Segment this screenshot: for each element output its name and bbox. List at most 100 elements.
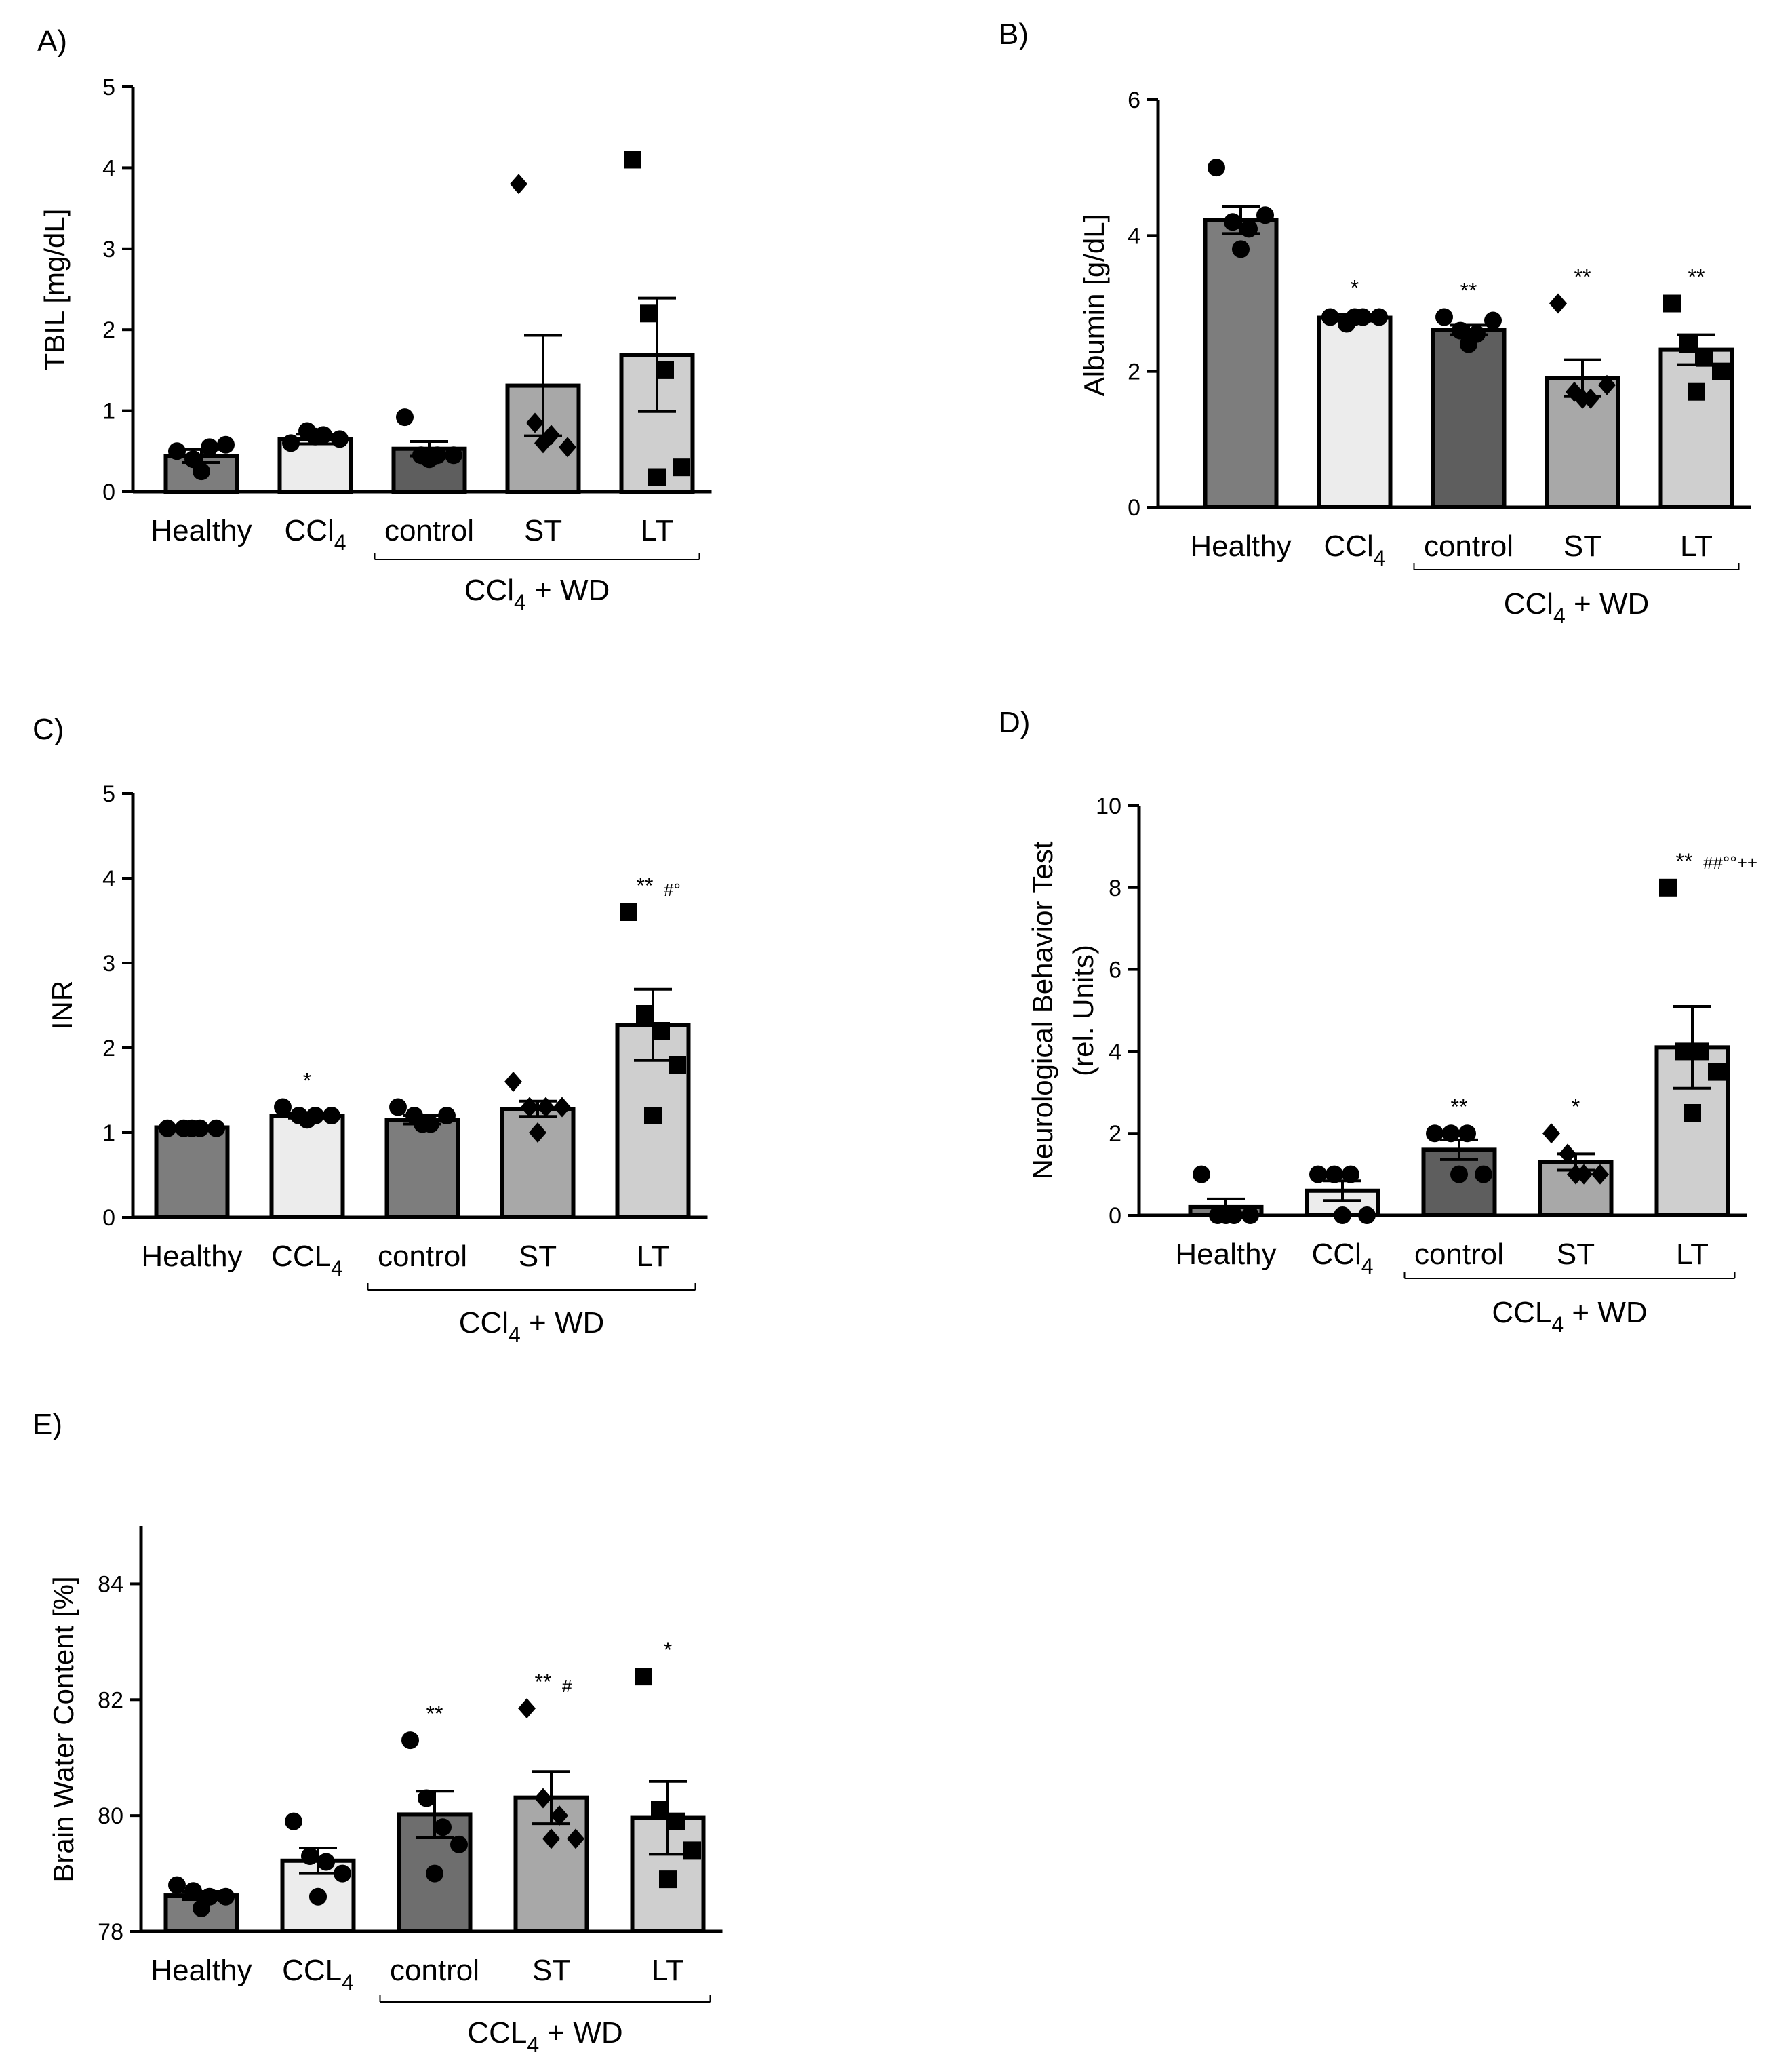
- data-point: [168, 442, 186, 460]
- data-point: [450, 1835, 468, 1853]
- data-point: [285, 1812, 302, 1830]
- y-tick-label: 4: [1128, 223, 1140, 249]
- y-tick-label: 2: [1109, 1121, 1121, 1147]
- panel-b: B) 0 2 4 6 Albumin [g/dL] Healthy * CCl4 ** contro…: [999, 18, 1751, 628]
- category-label: LT: [1676, 1238, 1709, 1271]
- category-label: Healthy: [141, 1240, 242, 1273]
- y-axis-label: TBIL [mg/dL]: [39, 209, 71, 371]
- significance-marker: **: [1676, 849, 1693, 873]
- data-point: [559, 437, 576, 458]
- category-label: ST: [1557, 1238, 1595, 1271]
- data-point: [553, 1097, 571, 1118]
- y-tick-label: 5: [102, 75, 115, 100]
- category-label: ST: [524, 514, 562, 547]
- y-tick-label: 5: [102, 781, 115, 807]
- data-point: [1591, 1164, 1609, 1185]
- category-label: Healthy: [1175, 1238, 1276, 1271]
- panel-e: E) 78 80 82 84 Brain Water Content [%] Healthy…: [33, 1408, 723, 2057]
- category-label: LT: [637, 1240, 669, 1273]
- y-tick-label: 2: [1128, 359, 1140, 385]
- data-point: [1256, 206, 1274, 224]
- y-tick-label: 2: [102, 317, 115, 343]
- data-point: [1193, 1165, 1210, 1183]
- group-label: CCl4 + WD: [464, 574, 610, 614]
- data-point: [331, 430, 349, 448]
- category-label: LT: [641, 514, 673, 547]
- data-point: [1679, 335, 1697, 353]
- bar: [1431, 328, 1507, 509]
- data-point: [1442, 1124, 1460, 1143]
- data-point: [418, 1789, 435, 1807]
- data-point: [317, 1853, 335, 1871]
- data-point: [159, 1119, 176, 1137]
- data-point: [282, 434, 300, 452]
- category-label: control: [1414, 1238, 1504, 1271]
- data-point: [217, 435, 235, 454]
- data-point: [620, 903, 637, 921]
- category-label: control: [378, 1240, 467, 1273]
- data-point: [1208, 159, 1225, 177]
- data-point: [1712, 362, 1730, 380]
- panel-a: A) 0 1 2 3 4 5 TBIL [mg/dL] Healthy CCl4 control ST…: [37, 24, 712, 614]
- data-point: [534, 1788, 552, 1809]
- data-point: [309, 1887, 327, 1906]
- panel-label: C): [33, 713, 64, 746]
- y-tick-label: 78: [98, 1919, 123, 1945]
- data-point: [1334, 1206, 1351, 1224]
- significance-marker: *: [303, 1069, 311, 1093]
- data-point: [656, 361, 674, 379]
- data-point: [542, 1828, 560, 1849]
- data-point: [1559, 1143, 1576, 1164]
- y-tick-label: 0: [102, 1205, 115, 1231]
- panel-label: D): [999, 706, 1030, 739]
- significance-marker: **: [637, 873, 654, 898]
- category-label: ST: [1564, 530, 1601, 563]
- y-tick-label: 80: [98, 1803, 123, 1829]
- y-tick-label: 84: [98, 1571, 123, 1597]
- y-tick-label: 1: [102, 1120, 115, 1146]
- data-point: [644, 1107, 662, 1124]
- data-point: [1326, 1165, 1343, 1183]
- significance-marker: **: [535, 1670, 552, 1694]
- category-label: CCl4: [1311, 1238, 1373, 1278]
- data-point: [667, 1812, 685, 1830]
- data-point: [673, 458, 690, 477]
- data-point: [526, 412, 544, 433]
- data-point: [334, 1864, 351, 1883]
- category-label: Healthy: [1190, 530, 1291, 563]
- y-tick-label: 4: [1109, 1039, 1121, 1065]
- data-point: [298, 1111, 316, 1129]
- y-axis-label-units: (rel. Units): [1067, 945, 1099, 1076]
- data-point: [184, 1882, 202, 1900]
- panel-label: A): [37, 24, 67, 58]
- significance-marker: *: [664, 1638, 672, 1662]
- data-point: [624, 151, 641, 169]
- y-axis-label: INR: [46, 981, 78, 1029]
- data-point: [401, 1731, 419, 1750]
- data-point: [1342, 1165, 1359, 1183]
- data-point: [201, 438, 218, 456]
- data-point: [1241, 1206, 1259, 1224]
- data-point: [510, 174, 527, 195]
- data-point: [389, 1098, 407, 1116]
- category-label: LT: [652, 1954, 684, 1987]
- data-point: [168, 1876, 186, 1894]
- y-tick-label: 0: [102, 479, 115, 505]
- data-point: [1484, 311, 1502, 330]
- category-label: CCL4: [282, 1954, 354, 1995]
- bar: [1317, 315, 1393, 509]
- y-tick-label: 3: [102, 951, 115, 977]
- data-point: [1232, 240, 1250, 258]
- y-tick-label: 4: [102, 866, 115, 892]
- data-point: [414, 1115, 431, 1133]
- data-point: [567, 1828, 584, 1849]
- data-point: [640, 304, 658, 323]
- group-label: CCL4 + WD: [1492, 1296, 1647, 1337]
- data-point: [521, 1097, 538, 1118]
- data-point: [648, 468, 666, 486]
- data-point: [1460, 335, 1477, 353]
- data-point: [1549, 293, 1567, 314]
- data-point: [1452, 321, 1469, 340]
- y-tick-label: 82: [98, 1687, 123, 1713]
